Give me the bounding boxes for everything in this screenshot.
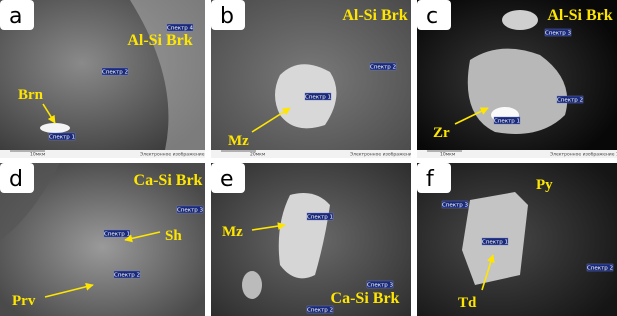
caption-text: 10мкм — [440, 152, 455, 158]
panel-title: Ca-Si Brk — [331, 290, 400, 307]
panel: 10мкм Электронное изображение 1 c Al-Si Brk… — [417, 0, 617, 158]
grain — [40, 123, 70, 133]
spectrum-label: Спектр 2 — [307, 308, 333, 314]
spectrum-label: Спектр 2 — [102, 70, 128, 76]
panel-title: Al-Si Brk — [547, 7, 612, 24]
mineral-label: Py — [536, 177, 553, 193]
caption-text: Электронное изображение 1 — [350, 152, 419, 158]
caption-text: Электронное изображение 1 — [140, 152, 209, 158]
spectrum-label: Спектр 2 — [587, 266, 613, 272]
panel-title: Al-Si Brk — [342, 7, 407, 24]
spectrum-label: Спектр 4 — [167, 26, 194, 32]
panel: e Ca-Si Brk Спектр 1 Спектр 3 Спектр 2 Mz — [211, 163, 411, 316]
mineral-label: Zr — [433, 125, 450, 141]
letter-box — [417, 163, 451, 193]
spectrum-label: Спектр 1 — [482, 240, 508, 246]
spectrum-label: Спектр 2 — [370, 65, 396, 71]
mineral-label: Brn — [18, 87, 44, 103]
panel: 10мкм Электронное изображение 1 a Al-Si Brk… — [0, 0, 209, 158]
caption-text: 20мкм — [250, 152, 265, 158]
mineral-label: Sh — [165, 228, 182, 244]
mineral-label: Prv — [12, 293, 36, 309]
spectrum-label: Спектр 3 — [177, 208, 204, 214]
grain — [242, 271, 262, 299]
grain — [502, 10, 538, 30]
spectrum-label: Спектр 3 — [545, 31, 572, 37]
spectrum-label: Спектр 1 — [305, 95, 331, 101]
spectrum-label: Спектр 1 — [104, 232, 130, 238]
spectrum-label: Спектр 2 — [114, 273, 140, 279]
figure: 10мкм Электронное изображение 1 a Al-Si Brk… — [0, 0, 617, 316]
spectrum-label: Спектр 3 — [442, 203, 469, 209]
panel-letter: d — [9, 167, 23, 192]
panel-letter: b — [220, 4, 234, 29]
panel-title: Al-Si Brk — [127, 32, 192, 49]
panel: 20мкм Электронное изображение 1 b Al-Si Brk… — [211, 0, 419, 158]
spectrum-label: Спектр 1 — [494, 119, 520, 125]
mineral-label: Td — [458, 295, 477, 311]
spectrum-label: Спектр 1 — [307, 215, 333, 221]
mineral-label: Mz — [222, 224, 243, 240]
panel-letter: a — [9, 4, 22, 29]
panel: d Ca-Si Brk Спектр 3 Спектр 1 Спектр 2 Sh Prv — [0, 163, 205, 316]
caption-text: Электронное изображение 1 — [550, 152, 617, 158]
spectrum-label: Спектр 2 — [557, 98, 583, 104]
spectrum-label: Спектр 1 — [49, 135, 75, 141]
panel: f Спектр 3 Спектр 1 Спектр 2 Py Td — [417, 163, 617, 316]
spectrum-label: Спектр 3 — [367, 283, 394, 289]
panel-letter: f — [426, 167, 435, 192]
mineral-label: Mz — [228, 133, 249, 149]
panel-letter: c — [426, 4, 438, 29]
caption-text: 10мкм — [30, 152, 45, 158]
panel-letter: e — [220, 167, 234, 192]
panel-title: Ca-Si Brk — [134, 172, 203, 189]
